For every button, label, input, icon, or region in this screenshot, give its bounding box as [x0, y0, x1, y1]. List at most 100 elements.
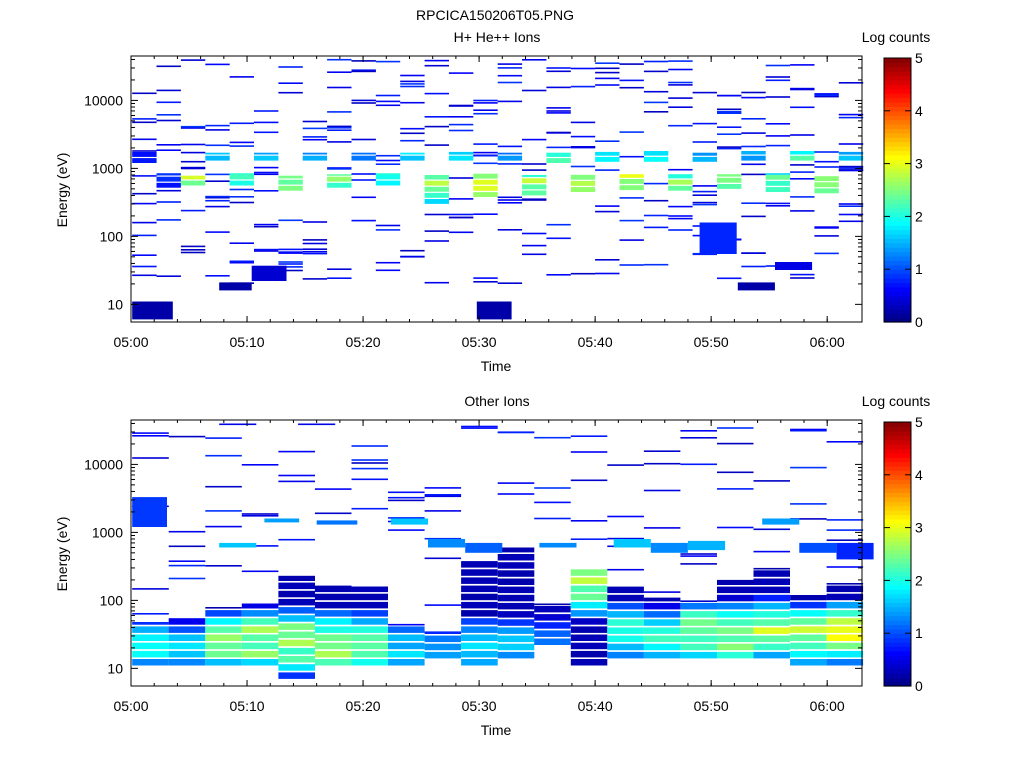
heatmap-cell: [680, 651, 717, 659]
heatmap-cell: [156, 101, 181, 104]
colorbar-segment: [884, 132, 911, 138]
heatmap-cell: [327, 141, 352, 143]
heatmap-cell: [132, 659, 169, 666]
heatmap-cell: [351, 179, 376, 181]
heatmap-cell: [522, 175, 547, 178]
x-tick-label: 05:50: [694, 334, 729, 350]
heatmap-cell: [595, 77, 620, 80]
heatmap-cell: [241, 515, 279, 517]
heatmap-cell: [741, 215, 766, 218]
x-tick-label: 05:40: [578, 334, 613, 350]
heatmap-cell: [741, 132, 766, 134]
colorbar-tick-label: 3: [915, 156, 923, 172]
heatmap-cell: [643, 489, 681, 492]
heatmap-cell: [424, 494, 462, 496]
heatmap-cell: [314, 642, 352, 650]
heatmap-cell: [814, 182, 839, 188]
heatmap-cell: [229, 260, 254, 263]
colorbar-segment: [884, 633, 911, 639]
heatmap-cell: [278, 450, 315, 453]
heatmap-cell: [180, 166, 206, 169]
heatmap-cell: [668, 97, 693, 99]
heatmap-cell: [826, 642, 864, 650]
heatmap-cell: [327, 182, 352, 188]
colorbar-segment: [884, 646, 911, 652]
heatmap-cell: [838, 213, 864, 216]
heatmap-cell: [229, 141, 254, 144]
heatmap-cell: [473, 151, 498, 154]
heatmap-cell: [473, 185, 498, 191]
heatmap-cell: [254, 250, 279, 252]
heatmap-cell: [692, 185, 717, 187]
heatmap-cell: [251, 265, 287, 281]
heatmap-cell: [132, 192, 157, 195]
heatmap-cell: [790, 164, 815, 166]
heatmap-cell: [534, 630, 571, 637]
heatmap-cell: [497, 202, 523, 204]
colorbar-segment: [884, 479, 911, 485]
heatmap-cell: [570, 569, 608, 576]
colorbar-segment: [884, 260, 911, 266]
heatmap-cell: [132, 457, 169, 459]
heatmap-cell: [388, 642, 425, 650]
colorbar-segment: [884, 269, 911, 275]
heatmap-cell: [717, 602, 754, 610]
heatmap-cell: [497, 199, 523, 201]
heatmap-cell: [717, 147, 742, 150]
heatmap-cell: [741, 145, 766, 148]
heatmap-cell: [717, 126, 742, 128]
heatmap-cell: [765, 187, 791, 192]
heatmap-cell: [351, 467, 388, 470]
colorbar-segment: [884, 273, 911, 279]
colorbar-frame: [883, 421, 912, 687]
heatmap-cell: [643, 101, 669, 104]
heatmap-cell: [668, 215, 693, 217]
heatmap-cell: [400, 80, 425, 83]
heatmap-cell: [424, 557, 462, 560]
heatmap-cell: [826, 593, 864, 601]
heatmap-cell: [607, 515, 644, 518]
heatmap-cell: [546, 70, 571, 73]
heatmap-cell: [570, 642, 608, 650]
colorbar-segment: [884, 242, 911, 248]
heatmap-cell: [156, 144, 181, 146]
heatmap-cell: [278, 598, 315, 606]
heatmap-cell: [717, 427, 754, 429]
panel-2-x-label: Time: [481, 722, 512, 738]
colorbar-tick-label: 2: [915, 572, 923, 588]
heatmap-cell: [692, 253, 717, 256]
y-tick-label: 1000: [92, 524, 123, 540]
heatmap-cell: [351, 70, 376, 73]
heatmap-cell: [814, 252, 839, 255]
heatmap-cell: [790, 106, 815, 109]
heatmap-cell: [497, 100, 523, 103]
heatmap-cell: [424, 64, 449, 67]
heatmap-cell: [156, 173, 181, 176]
heatmap-cell: [790, 610, 827, 617]
heatmap-cell: [424, 192, 449, 198]
heatmap-cell: [132, 152, 157, 157]
heatmap-cell: [205, 510, 242, 512]
heatmap-cell: [132, 274, 157, 277]
heatmap-cell: [699, 222, 737, 254]
heatmap-cell: [753, 578, 790, 585]
heatmap-cell: [762, 518, 800, 525]
heatmap-cell: [180, 143, 206, 146]
heatmap-cell: [278, 219, 303, 222]
colorbar-segment: [884, 163, 911, 169]
heatmap-cell: [546, 131, 571, 134]
heatmap-cell: [814, 151, 839, 153]
heatmap-cell: [278, 263, 303, 265]
colorbar-segment: [884, 527, 911, 533]
heatmap-cell: [717, 110, 742, 113]
heatmap-cell: [753, 611, 790, 618]
heatmap-cell: [765, 205, 791, 207]
heatmap-cell: [826, 566, 864, 568]
colorbar-segment: [884, 304, 911, 310]
colorbar-segment: [884, 62, 911, 68]
x-tick-label: 05:00: [113, 698, 148, 714]
colorbar-segment: [884, 664, 911, 669]
heatmap-cell: [476, 301, 512, 320]
heatmap-cell: [668, 124, 693, 127]
heatmap-cell: [765, 123, 791, 125]
